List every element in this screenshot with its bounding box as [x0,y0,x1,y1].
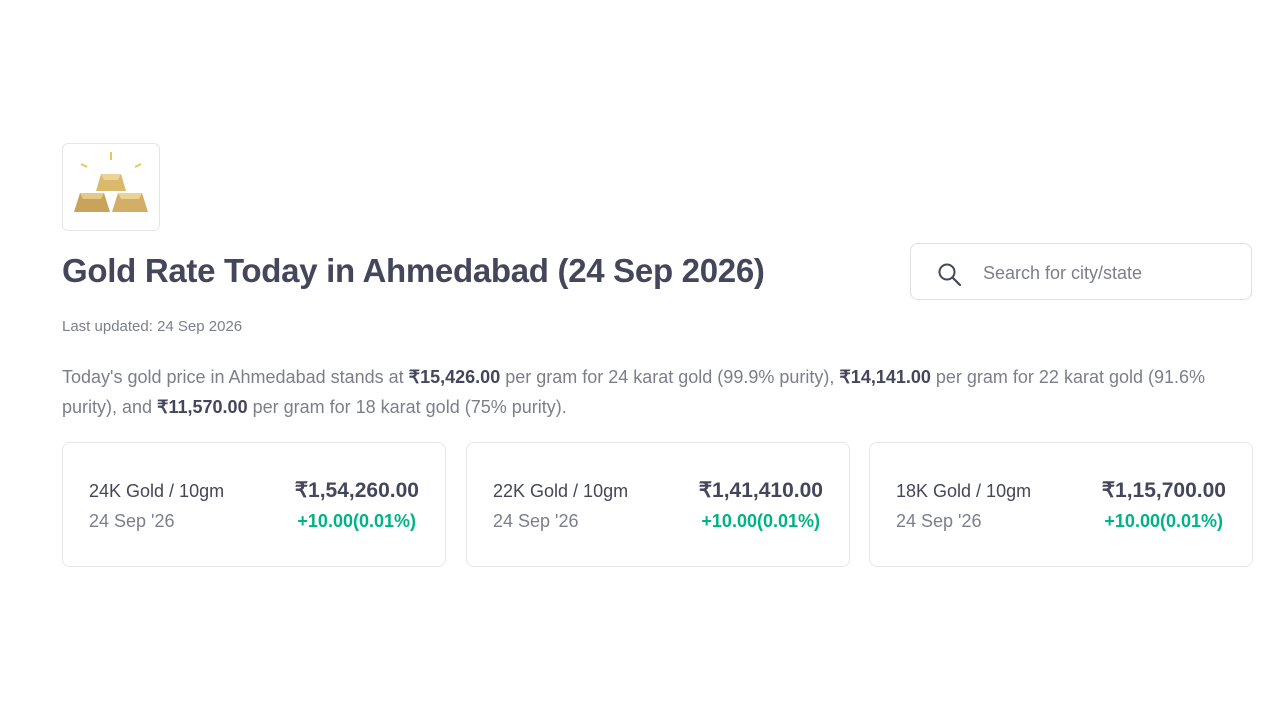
card-price: ₹1,54,260.00 [294,479,419,502]
card-price: ₹1,15,700.00 [1101,479,1226,502]
price-highlight: ₹11,570.00 [157,397,248,417]
card-change: +10.00(0.01%) [1104,511,1223,531]
rate-card[interactable]: 24K Gold / 10gm 24 Sep '26 ₹1,54,260.00 +10… [62,442,446,567]
description-text: per gram for 22 karat gold (91.6% purity… [62,367,1206,417]
rate-card[interactable]: 18K Gold / 10gm 24 Sep '26 ₹1,15,700.00 +10… [869,442,1253,567]
card-label: 24K Gold / 10gm [89,481,225,501]
card-change: +10.00(0.01%) [297,511,416,531]
last-updated: Last updated: 24 Sep 2026 [62,318,243,335]
card-label: 22K Gold / 10gm [493,481,629,501]
card-change: +10.00(0.01%) [701,511,820,531]
search-icon [938,263,962,287]
card-date: 24 Sep '26 [896,511,982,531]
description-text: per gram for 18 karat gold (75% purity). [247,397,567,417]
description: Today's gold price in Ahmedabad stands a… [62,362,1242,422]
card-date: 24 Sep '26 [493,511,579,531]
card-price: ₹1,41,410.00 [698,479,823,502]
card-date: 24 Sep '26 [89,511,175,531]
description-text: per gram for 24 karat gold (99.9% purity… [500,367,840,387]
description-text: Today's gold price in Ahmedabad stands a… [62,367,409,387]
price-highlight: ₹15,426.00 [408,367,501,387]
price-highlight: ₹14,141.00 [839,367,931,387]
gold-icon [62,143,160,231]
page-title: Gold Rate Today in Ahmedabad (24 Sep 202… [62,252,765,289]
rate-card[interactable]: 22K Gold / 10gm 24 Sep '26 ₹1,41,410.00 +10… [466,442,850,567]
search-placeholder: Search for city/state [983,263,1143,283]
gold-bars [74,152,148,212]
search-box[interactable]: Search for city/state [910,243,1252,300]
card-label: 18K Gold / 10gm [896,481,1032,501]
